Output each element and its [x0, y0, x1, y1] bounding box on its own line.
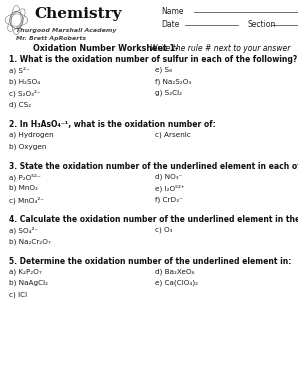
Text: e) S₈: e) S₈: [155, 67, 172, 73]
Text: d) Ba₂XeO₆: d) Ba₂XeO₆: [155, 268, 195, 275]
Text: Oxidation Number Worksheet 1-: Oxidation Number Worksheet 1-: [33, 44, 178, 53]
Text: c) O₃: c) O₃: [155, 227, 173, 233]
Text: d) CS₂: d) CS₂: [9, 102, 31, 108]
Text: 5. Determine the oxidation number of the underlined element in:: 5. Determine the oxidation number of the…: [9, 257, 291, 266]
Text: c) MnO₄²⁻: c) MnO₄²⁻: [9, 196, 44, 204]
Text: f) Na₂S₂O₃: f) Na₂S₂O₃: [155, 78, 191, 85]
Text: d) NO₃⁻: d) NO₃⁻: [155, 173, 182, 180]
Text: a) Hydrogen: a) Hydrogen: [9, 132, 54, 138]
Text: b) Na₂Cr₂O₇: b) Na₂Cr₂O₇: [9, 238, 51, 245]
Text: e) I₂O⁵²⁺: e) I₂O⁵²⁺: [155, 185, 185, 192]
Text: a) K₂P₂O₇: a) K₂P₂O₇: [9, 268, 42, 275]
Text: 4. Calculate the oxidation number of the underlined element in the following:: 4. Calculate the oxidation number of the…: [9, 215, 298, 224]
Text: c) Arsenic: c) Arsenic: [155, 132, 191, 138]
Text: a) P₂O⁵²⁻: a) P₂O⁵²⁻: [9, 173, 41, 181]
Text: Chemistry: Chemistry: [34, 7, 122, 21]
Text: 2. In H₃AsO₄⁻¹, what is the oxidation number of:: 2. In H₃AsO₄⁻¹, what is the oxidation nu…: [9, 120, 216, 129]
Text: c) S₂O₃²⁻: c) S₂O₃²⁻: [9, 90, 41, 97]
Text: 1. What is the oxidation number of sulfur in each of the following?: 1. What is the oxidation number of sulfu…: [9, 55, 297, 64]
Text: 3. State the oxidation number of the underlined element in each of the following: 3. State the oxidation number of the und…: [9, 162, 298, 171]
Text: a) SO₄²⁻: a) SO₄²⁻: [9, 227, 38, 234]
Text: Date: Date: [161, 20, 179, 29]
Text: b) Oxygen: b) Oxygen: [9, 143, 46, 150]
Text: Section: Section: [247, 20, 276, 29]
Text: b) NaAgCl₂: b) NaAgCl₂: [9, 280, 48, 286]
Text: f) CrD₃⁻: f) CrD₃⁻: [155, 196, 183, 203]
Text: a) S²⁻: a) S²⁻: [9, 67, 30, 74]
Text: b) H₂SO₄: b) H₂SO₄: [9, 78, 40, 85]
Text: Mr. Brett ApRoberts: Mr. Brett ApRoberts: [16, 36, 86, 41]
Text: e) Ca(ClO₄)₂: e) Ca(ClO₄)₂: [155, 280, 198, 286]
Text: Write the rule # next to your answer: Write the rule # next to your answer: [150, 44, 291, 53]
Text: c) ICl: c) ICl: [9, 291, 27, 298]
Text: b) MnO₂: b) MnO₂: [9, 185, 38, 191]
Text: Thurgood Marshall Academy: Thurgood Marshall Academy: [16, 28, 117, 33]
Text: g) S₂Cl₂: g) S₂Cl₂: [155, 90, 182, 96]
Text: Name: Name: [161, 7, 184, 16]
